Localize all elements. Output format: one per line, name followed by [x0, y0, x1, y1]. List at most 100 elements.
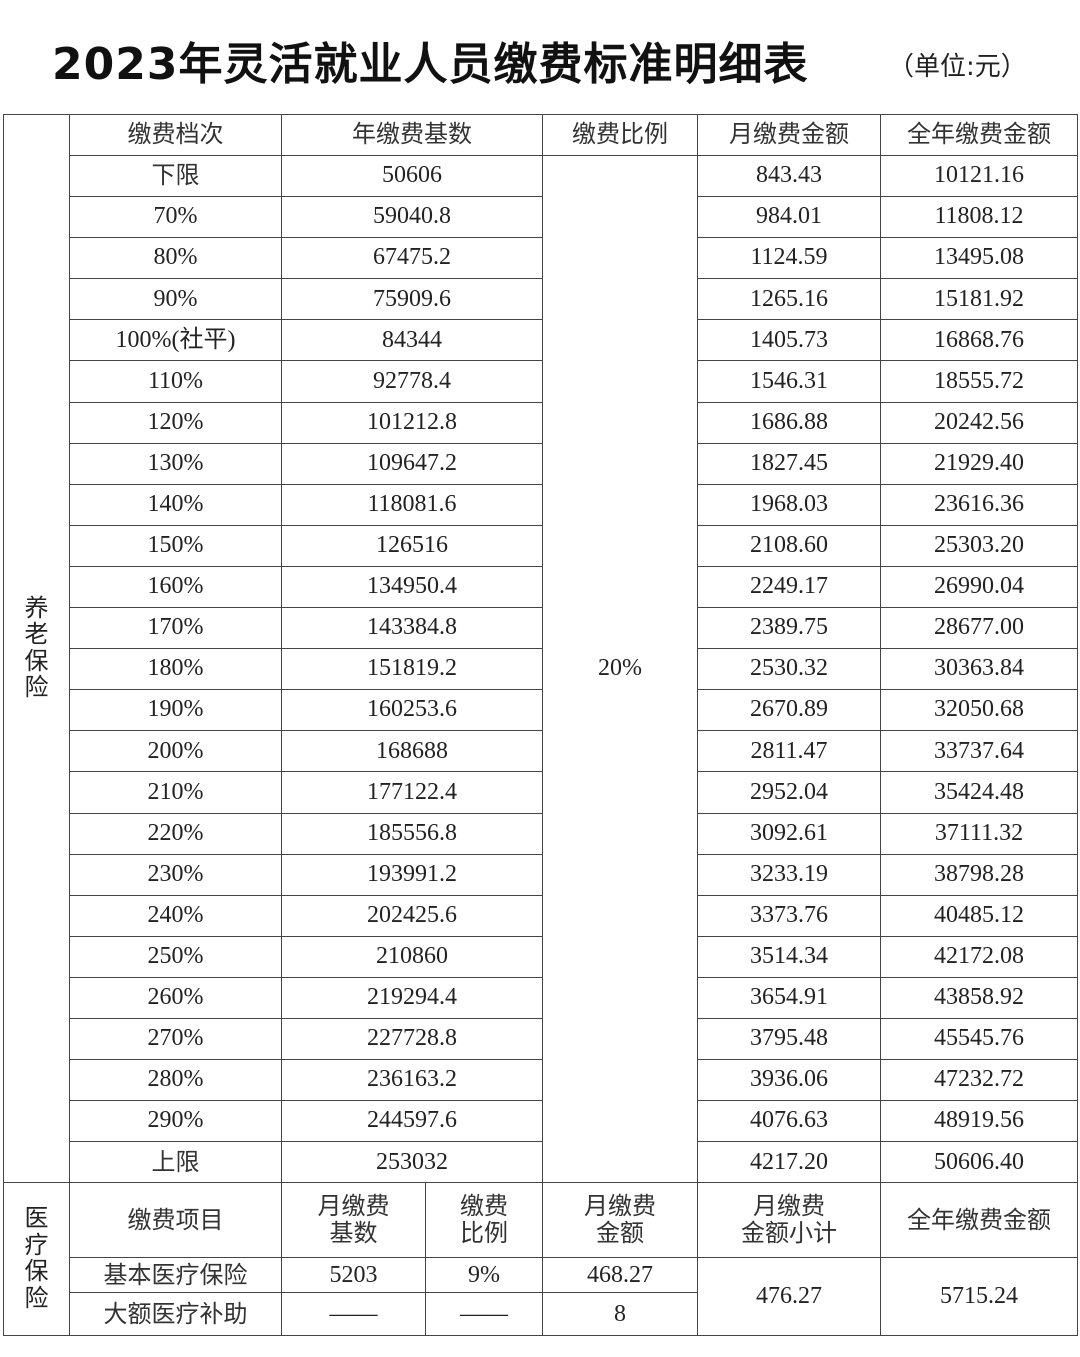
annual-base-cell: 59040.8	[281, 196, 543, 239]
level-cell: 220%	[69, 812, 282, 855]
medical-section-label-cell: 医疗保险	[3, 1182, 70, 1337]
monthly-amount-cell: 2670.89	[697, 689, 881, 732]
table-row: 70% 59040.8 984.01 11808.12	[4, 196, 1078, 239]
monthly-amount-cell: 2811.47	[697, 730, 881, 773]
monthly-amount-cell: 2389.75	[697, 607, 881, 650]
annual-amount-cell: 10121.16	[880, 154, 1078, 198]
table-row: 140% 118081.6 1968.03 23616.36	[4, 483, 1078, 526]
table-row: 200% 168688 2811.47 33737.64	[4, 730, 1078, 773]
medical-header-row: 医疗保险 缴费项目 月缴费 基数 缴费 比例 月缴费 金额 月缴费 金额小计 全年缴费金额	[3, 1182, 1078, 1337]
pension-header-row: 养老保险 缴费档次 年缴费基数 缴费比例 月缴费金额 全年缴费金额	[3, 113, 1078, 1184]
level-cell: 140%	[69, 483, 282, 526]
annual-base-cell: 92778.4	[281, 360, 543, 403]
monthly-amount-cell: 8	[542, 1292, 698, 1337]
annual-base-cell: 219294.4	[281, 976, 543, 1019]
annual-base-cell: 109647.2	[281, 442, 543, 485]
annual-total-cell: 5715.24	[880, 1257, 1078, 1337]
monthly-amount-cell: 984.01	[697, 196, 881, 239]
annual-amount-cell: 33737.64	[880, 730, 1078, 773]
header-annual-amount: 全年缴费金额	[880, 114, 1078, 156]
item-cell: 大额医疗补助	[69, 1292, 282, 1337]
table-row: 290% 244597.6 4076.63 48919.56	[4, 1100, 1078, 1143]
monthly-amount-cell: 1405.73	[697, 319, 881, 362]
header-monthly-amount: 月缴费 金额	[542, 1182, 698, 1259]
ratio-cell: ——	[425, 1292, 543, 1337]
table-row: 160% 134950.4 2249.17 26990.04	[4, 565, 1078, 609]
monthly-amount-cell: 2249.17	[697, 565, 881, 609]
annual-amount-cell: 11808.12	[880, 196, 1078, 239]
monthly-amount-cell: 1546.31	[697, 360, 881, 403]
table-row: 230% 193991.2 3233.19 38798.28	[4, 853, 1078, 896]
annual-amount-cell: 23616.36	[880, 483, 1078, 526]
annual-amount-cell: 25303.20	[880, 524, 1078, 567]
pension-section-label-cell: 养老保险	[3, 113, 70, 1184]
level-cell: 80%	[69, 237, 282, 280]
header-ratio: 缴费 比例	[425, 1182, 543, 1259]
monthly-amount-cell: 4217.20	[697, 1141, 881, 1184]
table-row: 150% 126516 2108.60 25303.20	[4, 524, 1078, 567]
table-row: 210% 177122.4 2952.04 35424.48	[4, 771, 1078, 814]
annual-amount-cell: 20242.56	[880, 401, 1078, 444]
annual-base-cell: 118081.6	[281, 483, 543, 526]
annual-base-cell: 160253.6	[281, 689, 543, 732]
header-level: 缴费档次	[69, 114, 282, 156]
annual-base-cell: 227728.8	[281, 1017, 543, 1061]
annual-amount-cell: 42172.08	[880, 935, 1078, 978]
monthly-amount-cell: 2952.04	[697, 771, 881, 814]
annual-base-cell: 50606	[281, 154, 543, 198]
annual-base-cell: 84344	[281, 319, 543, 362]
table-row: 120% 101212.8 1686.88 20242.56	[4, 401, 1078, 444]
table-row: 180% 151819.2 2530.32 30363.84	[4, 648, 1078, 691]
level-cell: 170%	[69, 607, 282, 650]
header-ratio: 缴费比例	[542, 114, 698, 156]
annual-amount-cell: 48919.56	[880, 1100, 1078, 1143]
annual-base-cell: 67475.2	[281, 237, 543, 280]
monthly-amount-cell: 3233.19	[697, 853, 881, 896]
monthly-amount-cell: 3936.06	[697, 1059, 881, 1102]
annual-amount-cell: 30363.84	[880, 648, 1078, 691]
ratio-cell: 9%	[425, 1257, 543, 1294]
annual-base-cell: 244597.6	[281, 1100, 543, 1143]
unit-label: （单位:元）	[888, 52, 1027, 82]
table-row: 220% 185556.8 3092.61 37111.32	[4, 812, 1078, 855]
level-cell: 100%(社平)	[69, 319, 282, 362]
page-title: 2023年灵活就业人员缴费标准明细表	[52, 39, 809, 90]
annual-base-cell: 134950.4	[281, 565, 543, 609]
monthly-amount-cell: 1686.88	[697, 401, 881, 444]
annual-amount-cell: 45545.76	[880, 1017, 1078, 1061]
monthly-amount-cell: 843.43	[697, 154, 881, 198]
level-cell: 110%	[69, 360, 282, 403]
annual-base-cell: 75909.6	[281, 278, 543, 321]
annual-amount-cell: 13495.08	[880, 237, 1078, 280]
table-row: 110% 92778.4 1546.31 18555.72	[4, 360, 1078, 403]
annual-amount-cell: 21929.40	[880, 442, 1078, 485]
annual-base-cell: 236163.2	[281, 1059, 543, 1102]
annual-base-cell: 202425.6	[281, 894, 543, 937]
table-row: 90% 75909.6 1265.16 15181.92	[4, 278, 1078, 321]
level-cell: 210%	[69, 771, 282, 814]
annual-amount-cell: 37111.32	[880, 812, 1078, 855]
level-cell: 150%	[69, 524, 282, 567]
annual-amount-cell: 15181.92	[880, 278, 1078, 321]
table-row: 基本医疗保险 5203 9% 468.27 476.27 5715.24	[4, 1257, 1078, 1337]
annual-base-cell: 126516	[281, 524, 543, 567]
annual-base-cell: 151819.2	[281, 648, 543, 691]
header-annual-base: 年缴费基数	[281, 114, 543, 156]
level-cell: 260%	[69, 976, 282, 1019]
annual-amount-cell: 47232.72	[880, 1059, 1078, 1102]
table-row: 上限 253032 4217.20 50606.40	[4, 1141, 1078, 1184]
monthly-amount-cell: 3373.76	[697, 894, 881, 937]
level-cell: 90%	[69, 278, 282, 321]
monthly-amount-cell: 468.27	[542, 1257, 698, 1294]
monthly-amount-cell: 4076.63	[697, 1100, 881, 1143]
header-monthly-subtotal: 月缴费 金额小计	[697, 1182, 881, 1259]
monthly-amount-cell: 1968.03	[697, 483, 881, 526]
monthly-subtotal-cell: 476.27	[697, 1257, 881, 1337]
annual-amount-cell: 43858.92	[880, 976, 1078, 1019]
annual-amount-cell: 40485.12	[880, 894, 1078, 937]
level-cell: 160%	[69, 565, 282, 609]
ratio-cell: 20%	[542, 154, 698, 1184]
monthly-amount-cell: 1124.59	[697, 237, 881, 280]
annual-base-cell: 253032	[281, 1141, 543, 1184]
monthly-amount-cell: 2530.32	[697, 648, 881, 691]
